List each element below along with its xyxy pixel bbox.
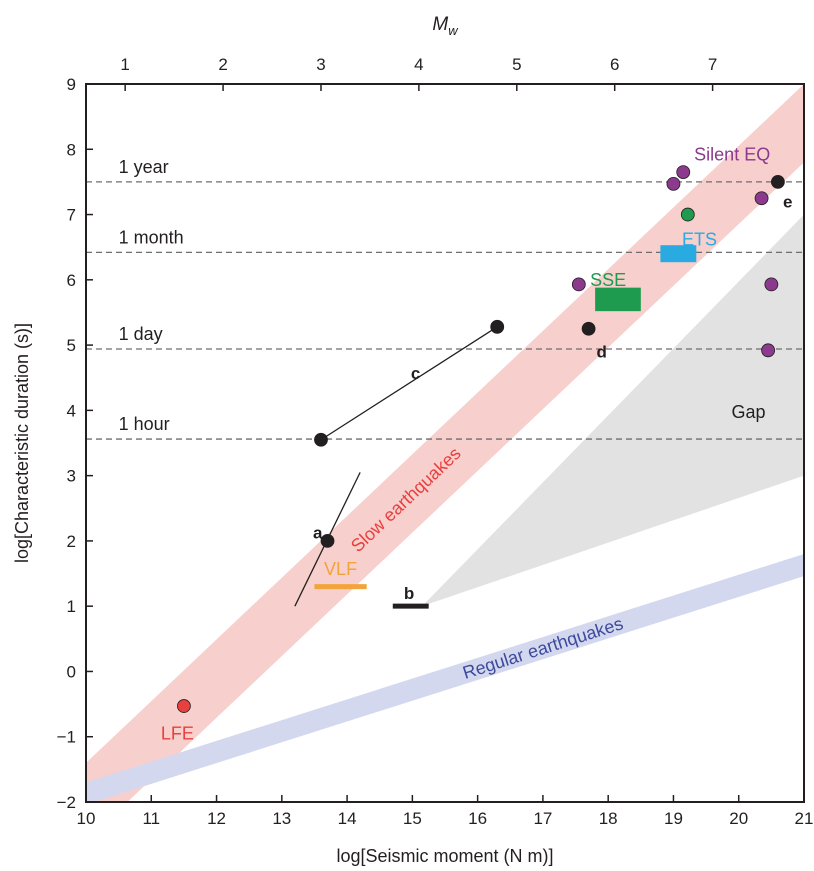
- x-tick-label-17: 17: [533, 809, 552, 828]
- point-silent-eq-1: [571, 277, 586, 292]
- data-marks: [177, 165, 785, 713]
- y-tick-label--1: −1: [57, 728, 76, 747]
- top-tick-label-3: 3: [316, 55, 325, 74]
- label-lfe: LFE: [161, 723, 194, 743]
- point-e-1: [770, 175, 785, 189]
- y-tick-label-5: 5: [67, 336, 76, 355]
- point-a-1: [320, 534, 335, 548]
- gap-region-layer: Gap: [422, 214, 804, 607]
- top-tick-label-1: 1: [120, 55, 129, 74]
- band-label-regular-earthquakes: Regular earthquakes: [460, 613, 625, 683]
- x-tick-label-15: 15: [403, 809, 422, 828]
- top-tick-label-2: 2: [218, 55, 227, 74]
- y-tick-label-7: 7: [67, 206, 76, 225]
- top-tick-label-7: 7: [708, 55, 717, 74]
- plot-frame: [85, 83, 805, 803]
- label-ets: ETS: [682, 229, 717, 249]
- ref-label-1-day: 1 day: [119, 324, 163, 344]
- top-axis-title-sub: w: [448, 23, 459, 38]
- point-silent-eq-3: [676, 165, 691, 180]
- top-axis-ticks: 1 2 3 4 5 6 7: [120, 55, 717, 91]
- group-labels: LFE VLF SSE ETS Silent EQ a b c d e: [161, 144, 793, 743]
- y-tick-label-2: 2: [67, 532, 76, 551]
- x-tick-label-12: 12: [207, 809, 226, 828]
- point-silent-eq-4: [754, 191, 769, 206]
- label-b: b: [404, 584, 414, 603]
- ref-label-1-year: 1 year: [119, 157, 169, 177]
- y-tick-label-0: 0: [67, 662, 76, 681]
- label-e: e: [783, 192, 792, 211]
- x-tick-label-21: 21: [795, 809, 814, 828]
- ref-label-1-hour: 1 hour: [119, 414, 170, 434]
- point-silent-eq-5: [764, 277, 779, 292]
- point-point-1: [680, 207, 695, 222]
- x-tick-label-11: 11: [142, 809, 160, 828]
- x-tick-label-14: 14: [338, 809, 357, 828]
- y-tick-label-8: 8: [67, 140, 76, 159]
- point-silent-eq-6: [761, 343, 775, 358]
- y-tick-label-4: 4: [67, 401, 76, 420]
- x-tick-label-19: 19: [664, 809, 683, 828]
- y-axis-title: log[Characteristic duration (s)]: [12, 323, 32, 563]
- reference-lines: 1 year 1 month 1 day 1 hour: [86, 157, 804, 440]
- label-vlf: VLF: [324, 559, 357, 579]
- band-slow-earthquakes: [86, 84, 804, 802]
- x-tick-label-16: 16: [468, 809, 487, 828]
- x-axis-ticks: 10 11 12 13 14 15 16 17 18 19 20 21: [77, 795, 814, 828]
- point-c-1: [314, 432, 328, 447]
- rect-sse: [595, 287, 641, 312]
- top-tick-label-5: 5: [512, 55, 521, 74]
- x-tick-label-18: 18: [599, 809, 618, 828]
- y-tick-label-1: 1: [67, 597, 76, 616]
- y-tick-label--2: −2: [57, 793, 76, 812]
- top-axis-title: Mw: [432, 14, 459, 38]
- point-lfe-1: [177, 699, 191, 713]
- top-tick-label-6: 6: [610, 55, 619, 74]
- label-a: a: [313, 523, 323, 542]
- label-sse: SSE: [590, 270, 626, 290]
- label-d: d: [596, 343, 606, 362]
- band-regular-earthquakes: [86, 553, 804, 802]
- gap-region: [422, 214, 804, 607]
- top-tick-label-4: 4: [414, 55, 423, 74]
- ref-label-1-month: 1 month: [119, 227, 184, 247]
- x-tick-label-20: 20: [729, 809, 748, 828]
- point-d-1: [581, 321, 596, 336]
- y-tick-label-9: 9: [67, 75, 76, 94]
- label-silent-eq: Silent EQ: [694, 144, 770, 164]
- x-tick-label-13: 13: [272, 809, 291, 828]
- gap-label: Gap: [732, 402, 766, 422]
- label-c: c: [411, 364, 420, 383]
- segment-c: [320, 326, 498, 441]
- y-tick-label-3: 3: [67, 467, 76, 486]
- chart-bands: [86, 84, 804, 802]
- y-tick-label-6: 6: [67, 271, 76, 290]
- x-tick-label-10: 10: [77, 809, 96, 828]
- top-axis-title-main: M: [432, 14, 448, 35]
- point-c-2: [490, 319, 505, 334]
- rect-ets: [660, 245, 697, 263]
- y-axis-ticks: −2 −1 0 1 2 3 4 5 6 7 8 9: [57, 75, 93, 812]
- x-axis-title: log[Seismic moment (N m)]: [336, 846, 553, 866]
- point-silent-eq-2: [666, 176, 681, 191]
